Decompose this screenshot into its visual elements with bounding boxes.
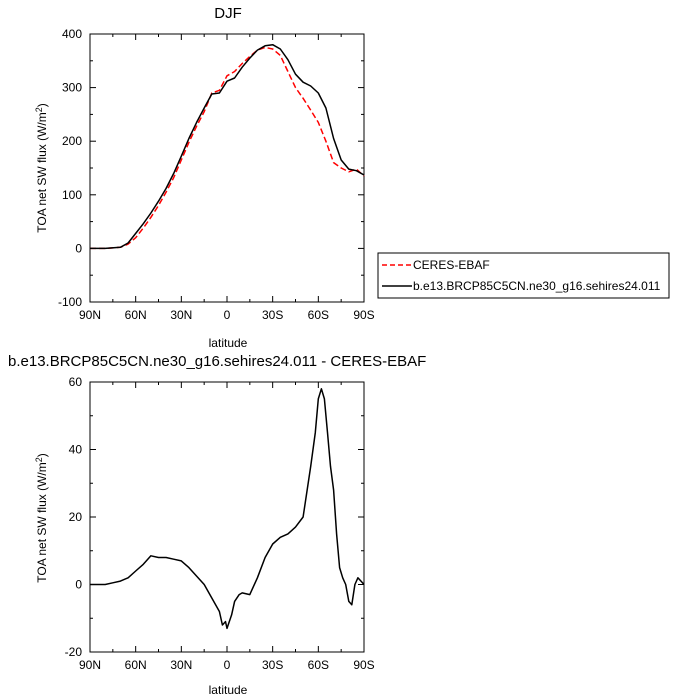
bottom-ytick-label: 40 <box>69 443 83 457</box>
top-xtick-label: 30N <box>170 308 192 322</box>
bottom-xtick-label: 30S <box>262 658 283 672</box>
top-chart-title: DJF <box>214 5 242 22</box>
bottom-plot-area: 90N 60N 30N 0 30S 60S 90S -20 0 20 40 60 <box>65 375 375 672</box>
top-frame <box>89 33 365 303</box>
top-chart-xlabel: latitude <box>209 336 248 350</box>
legend-box <box>377 252 670 299</box>
bottom-chart-ylabel: TOA net SW flux (W/m2) <box>34 453 49 582</box>
legend: CERES-EBAF b.e13.BRCP85C5CN.ne30_g16.seh… <box>377 252 670 299</box>
legend-label-model: b.e13.BRCP85C5CN.ne30_g16.sehires24.011 <box>413 279 661 293</box>
bottom-xtick-label: 90S <box>353 658 374 672</box>
top-xtick-label: 0 <box>224 308 231 322</box>
top-xtick-label: 90N <box>79 308 101 322</box>
top-ytick-label: 100 <box>62 188 82 202</box>
top-ytick-label: -100 <box>58 295 82 309</box>
top-xtick-label: 60N <box>125 308 147 322</box>
top-ytick-label: 0 <box>75 241 82 255</box>
bottom-xtick-label: 60S <box>308 658 329 672</box>
bottom-ytick-label: 60 <box>69 375 83 389</box>
bottom-ytick-label: -20 <box>65 645 83 659</box>
top-plot-area: 90N 60N 30N 0 30S 60S 90S -100 0 100 200 300 400 <box>58 27 375 322</box>
bottom-chart-xlabel: latitude <box>209 683 248 697</box>
top-series-0-line <box>90 46 365 250</box>
bottom-xtick-label: 30N <box>170 658 192 672</box>
bottom-ytick-label: 0 <box>75 578 82 592</box>
top-xtick-label: 90S <box>353 308 374 322</box>
top-chart-ylabel: TOA net SW flux (W/m2) <box>34 103 49 232</box>
top-xtick-label: 30S <box>262 308 283 322</box>
top-ytick-label: 200 <box>62 134 82 148</box>
top-series-1-line <box>90 43 365 250</box>
bottom-xtick-label: 0 <box>224 658 231 672</box>
bottom-chart: b.e13.BRCP85C5CN.ne30_g16.sehires24.011 … <box>8 353 426 697</box>
bottom-xtick-label: 90N <box>79 658 101 672</box>
top-ytick-label: 400 <box>62 27 82 41</box>
legend-label-ceres: CERES-EBAF <box>413 258 490 272</box>
bottom-chart-title: b.e13.BRCP85C5CN.ne30_g16.sehires24.011 … <box>8 353 426 370</box>
top-xtick-label: 60S <box>308 308 329 322</box>
bottom-frame <box>89 381 365 653</box>
bottom-xtick-label: 60N <box>125 658 147 672</box>
bottom-ytick-label: 20 <box>69 510 83 524</box>
top-ytick-label: 300 <box>62 81 82 95</box>
top-chart: DJF 90N 60N 30N 0 30S 60S 90S -100 0 100 200 300 400… <box>34 5 670 350</box>
bottom-series-0-line <box>90 388 365 630</box>
